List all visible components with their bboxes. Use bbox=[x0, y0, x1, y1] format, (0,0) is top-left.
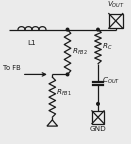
Circle shape bbox=[97, 103, 99, 105]
Text: $C_{OUT}$: $C_{OUT}$ bbox=[102, 75, 120, 86]
Text: To FB: To FB bbox=[3, 65, 21, 71]
Bar bbox=[92, 111, 104, 124]
Circle shape bbox=[66, 28, 69, 31]
Text: L1: L1 bbox=[28, 40, 36, 46]
Circle shape bbox=[66, 73, 69, 76]
Bar bbox=[109, 14, 123, 28]
Text: $R_{FB1}$: $R_{FB1}$ bbox=[56, 88, 73, 98]
Circle shape bbox=[97, 28, 99, 31]
Text: $R_{FB2}$: $R_{FB2}$ bbox=[72, 47, 88, 57]
Text: $V_{OUT}$: $V_{OUT}$ bbox=[107, 0, 125, 10]
Text: $R_C$: $R_C$ bbox=[102, 42, 113, 52]
Text: GND: GND bbox=[90, 126, 106, 132]
